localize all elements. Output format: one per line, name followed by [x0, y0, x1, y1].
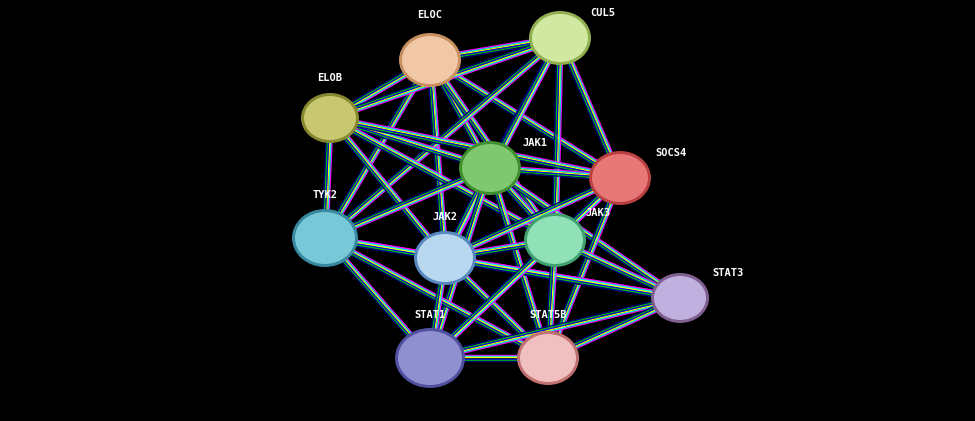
Ellipse shape	[524, 213, 586, 267]
Ellipse shape	[462, 144, 518, 192]
Ellipse shape	[292, 209, 358, 267]
Ellipse shape	[399, 33, 461, 87]
Ellipse shape	[459, 141, 521, 195]
Ellipse shape	[301, 93, 359, 143]
Ellipse shape	[398, 331, 462, 385]
Ellipse shape	[532, 14, 588, 62]
Text: ELOB: ELOB	[318, 73, 342, 83]
Ellipse shape	[527, 216, 583, 264]
Ellipse shape	[654, 276, 706, 320]
Ellipse shape	[304, 96, 356, 140]
Text: SOCS4: SOCS4	[655, 148, 686, 158]
Text: TYK2: TYK2	[313, 190, 337, 200]
Ellipse shape	[295, 212, 355, 264]
Ellipse shape	[395, 328, 465, 388]
Text: JAK3: JAK3	[585, 208, 610, 218]
Ellipse shape	[651, 273, 709, 323]
Ellipse shape	[417, 234, 473, 282]
Ellipse shape	[589, 151, 651, 205]
Text: JAK2: JAK2	[433, 212, 457, 222]
Ellipse shape	[414, 231, 476, 285]
Text: STAT1: STAT1	[414, 310, 446, 320]
Text: STAT3: STAT3	[712, 268, 743, 278]
Ellipse shape	[517, 331, 579, 385]
Text: CUL5: CUL5	[590, 8, 615, 18]
Text: ELOC: ELOC	[417, 10, 443, 20]
Text: JAK1: JAK1	[522, 138, 547, 148]
Ellipse shape	[520, 334, 576, 382]
Text: STAT5B: STAT5B	[529, 310, 566, 320]
Ellipse shape	[529, 11, 591, 65]
Ellipse shape	[592, 154, 648, 202]
Ellipse shape	[402, 36, 458, 84]
